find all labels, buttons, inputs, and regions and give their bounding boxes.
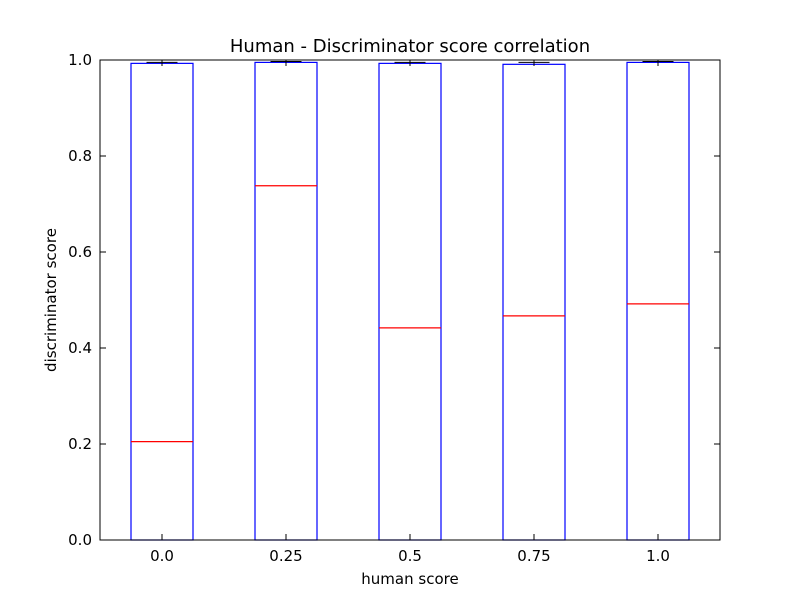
x-tick-label-1: 0.25 bbox=[269, 547, 302, 565]
x-axis-label: human score bbox=[361, 570, 458, 588]
box-3 bbox=[502, 63, 566, 541]
x-tick-label-2: 0.5 bbox=[398, 547, 422, 565]
box-4 bbox=[626, 61, 690, 541]
x-tick-label-4: 1.0 bbox=[646, 547, 670, 565]
y-tick-label-2: 0.4 bbox=[68, 339, 92, 357]
plot-area: 0.0 0.2 0.4 0.6 0.8 1.0 0.0 0.25 0.5 0.75 1.0 bbox=[68, 51, 721, 565]
y-axis-label: discriminator score bbox=[42, 228, 60, 372]
x-tick-label-0: 0.0 bbox=[150, 547, 174, 565]
x-tick-label-3: 0.75 bbox=[517, 547, 550, 565]
y-tick-label-4: 0.8 bbox=[68, 147, 92, 165]
y-tick-label-3: 0.6 bbox=[68, 243, 92, 261]
box-2 bbox=[378, 62, 442, 541]
chart-title: Human - Discriminator score correlation bbox=[230, 36, 590, 57]
box-0 bbox=[130, 62, 194, 541]
y-tick-label-5: 1.0 bbox=[68, 51, 92, 69]
y-tick-label-1: 0.2 bbox=[68, 435, 92, 453]
box-1 bbox=[254, 61, 318, 541]
y-tick-label-0: 0.0 bbox=[68, 531, 92, 549]
